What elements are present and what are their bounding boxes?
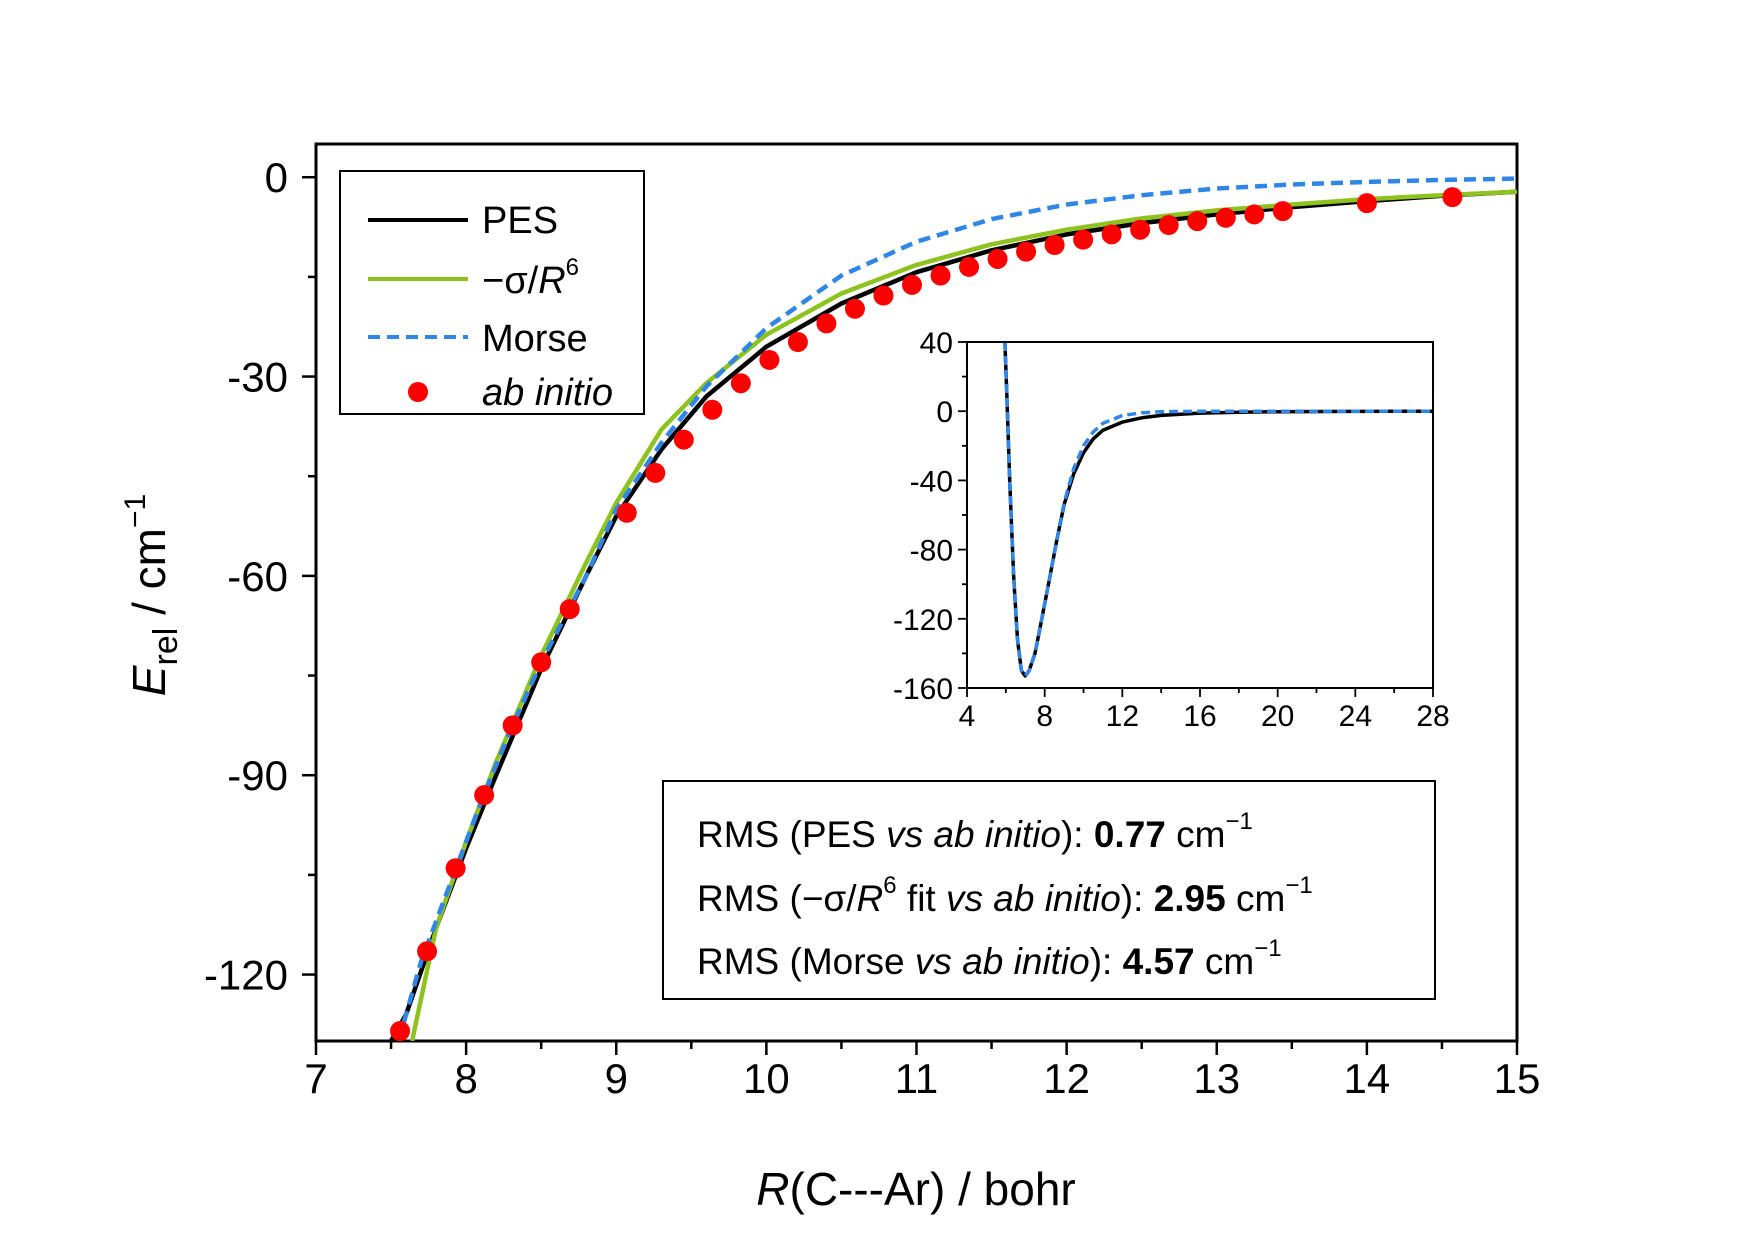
main-point-ab-initio — [787, 332, 808, 353]
rms-line-sigma: RMS (−σ/R6 fit vs ab initio): 2.95 cm−1 — [697, 872, 1313, 919]
main-point-ab-initio — [1101, 224, 1122, 245]
main-y-tick-label: -90 — [227, 752, 288, 799]
legend-label-morse: Morse — [482, 318, 588, 360]
main-point-ab-initio — [730, 373, 751, 394]
main-x-tick-label: 9 — [605, 1055, 628, 1102]
legend-label-abinitio: ab initio — [482, 372, 613, 414]
main-point-ab-initio — [474, 785, 495, 806]
main-y-tick-label: -60 — [227, 553, 288, 600]
rms-line-pes: RMS (PES vs ab initio): 0.77 cm−1 — [697, 808, 1253, 855]
main-x-tick-label: 11 — [895, 1055, 939, 1102]
main-x-tick-label: 8 — [454, 1055, 477, 1102]
main-point-ab-initio — [1187, 211, 1208, 232]
inset-y-tick-label: -160 — [893, 673, 953, 706]
main-axis-ticks: 7 8 9 10 11 12 13 14 15 -120 -90 -60 -30 0 — [204, 154, 1540, 1102]
inset-x-tick-label: 16 — [1183, 700, 1216, 733]
legend-label-pes: PES — [482, 200, 558, 242]
main-x-tick-label: 13 — [1193, 1055, 1240, 1102]
legend-swatch-abinitio — [408, 382, 428, 402]
main-point-ab-initio — [390, 1021, 411, 1041]
inset-line-series-1 — [1003, 342, 1433, 678]
main-point-ab-initio — [873, 285, 894, 306]
inset-y-tick-label: -80 — [910, 535, 953, 568]
main-x-tick-label: 14 — [1344, 1055, 1391, 1102]
main-y-tick-label: 0 — [265, 154, 288, 201]
inset-x-tick-label: 12 — [1106, 700, 1139, 733]
inset-x-tick-label: 4 — [959, 700, 976, 733]
inset-x-tick-label: 8 — [1036, 700, 1053, 733]
main-point-ab-initio — [502, 715, 523, 736]
rms-line-morse: RMS (Morse vs ab initio): 4.57 cm−1 — [697, 935, 1282, 982]
main-y-tick-label: -30 — [227, 354, 288, 401]
legend-label-sigma: −σ/R6 — [482, 254, 579, 302]
inset-axis-ticks: 4 8 12 16 20 24 28 -160 -120 -80 -40 0 40 — [893, 327, 1450, 733]
inset-y-tick-label: -120 — [893, 604, 953, 637]
inset-x-tick-label: 20 — [1261, 700, 1294, 733]
legend-box — [339, 170, 645, 415]
main-point-ab-initio — [987, 248, 1008, 269]
main-point-ab-initio — [1272, 201, 1293, 222]
inset-y-tick-label: 0 — [936, 396, 953, 429]
main-point-ab-initio — [1073, 229, 1094, 250]
main-point-ab-initio — [844, 298, 865, 319]
main-point-ab-initio — [531, 652, 552, 673]
main-point-ab-initio — [1356, 193, 1377, 214]
inset-x-tick-label: 28 — [1416, 700, 1449, 733]
main-x-tick-label: 7 — [304, 1055, 327, 1102]
main-point-ab-initio — [816, 313, 837, 334]
x-axis-title: R(C---Ar) / bohr — [756, 1163, 1075, 1215]
main-point-ab-initio — [1442, 187, 1463, 208]
main-point-ab-initio — [616, 502, 637, 523]
main-point-ab-initio — [445, 858, 466, 879]
main-point-ab-initio — [930, 265, 951, 286]
main-y-tick-label: -120 — [204, 952, 288, 999]
main-point-ab-initio — [1044, 234, 1065, 255]
main-series-group — [389, 176, 1517, 1041]
rms-annotation: RMS (PES vs ab initio): 0.77 cm−1 RMS (−… — [662, 780, 1436, 1000]
main-point-ab-initio — [673, 429, 694, 450]
inset-series-group — [1003, 342, 1433, 678]
main-x-tick-label: 15 — [1494, 1055, 1541, 1102]
main-point-ab-initio — [1158, 215, 1179, 236]
inset-y-tick-label: 40 — [920, 327, 953, 360]
inset-chart: 4 8 12 16 20 24 28 -160 -120 -80 -40 0 40 — [893, 327, 1450, 733]
inset-plot-background — [967, 342, 1433, 688]
rms-box — [662, 780, 1436, 1000]
main-point-ab-initio — [1215, 207, 1236, 228]
main-point-ab-initio — [759, 349, 780, 370]
main-point-ab-initio — [959, 256, 980, 277]
main-point-ab-initio — [1244, 204, 1265, 225]
main-line-pes — [389, 189, 1517, 1041]
inset-x-tick-label: 24 — [1339, 700, 1372, 733]
main-point-ab-initio — [1130, 219, 1151, 240]
main-point-ab-initio — [901, 274, 922, 295]
main-point-ab-initio — [1016, 241, 1037, 262]
main-point-ab-initio — [645, 462, 666, 483]
main-point-ab-initio — [702, 399, 723, 420]
main-point-ab-initio — [417, 941, 438, 962]
y-axis-title: Erel / cm−1 — [119, 494, 185, 696]
main-line-morse — [396, 176, 1517, 1041]
legend: PES −σ/R6 Morse ab initio — [339, 170, 645, 415]
main-x-tick-label: 12 — [1043, 1055, 1090, 1102]
inset-y-tick-label: -40 — [910, 465, 953, 498]
main-point-ab-initio — [559, 599, 580, 620]
main-x-tick-label: 10 — [743, 1055, 790, 1102]
